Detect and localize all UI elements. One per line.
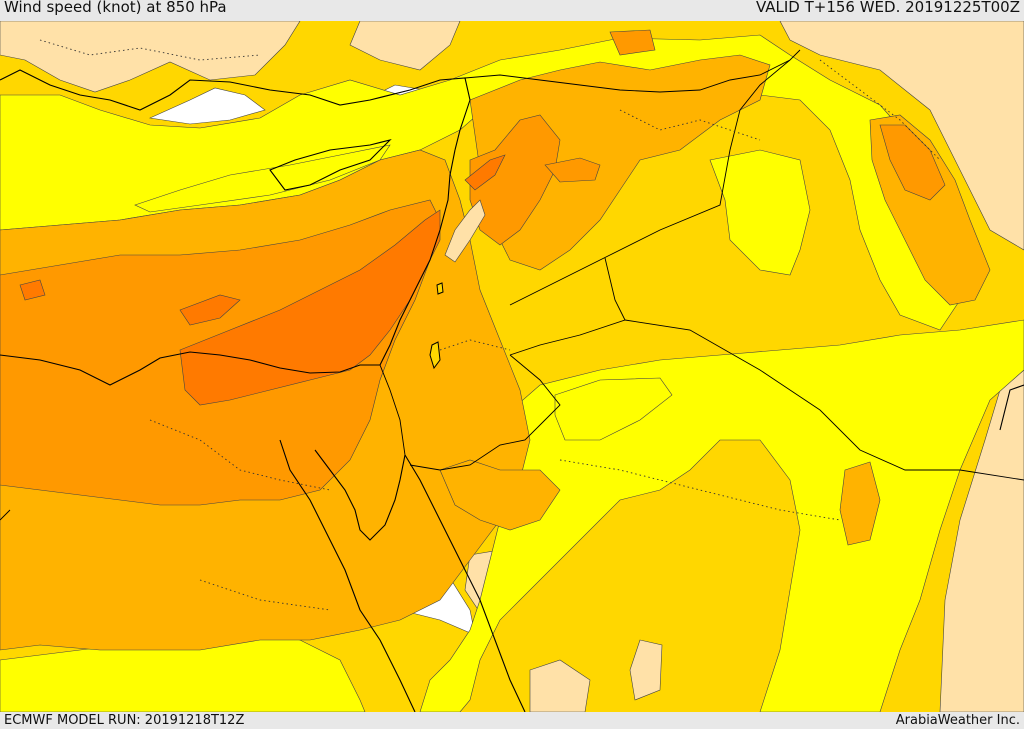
credit: ArabiaWeather Inc. <box>895 713 1020 728</box>
border-turkey-syria <box>464 49 801 93</box>
lake-dead-sea <box>429 341 441 370</box>
header-bar: Wind speed (knot) at 850 hPa VALID T+156… <box>0 0 1024 21</box>
border-egypt-libya <box>0 509 11 521</box>
coastline-gulf-aqaba <box>314 449 406 541</box>
border-jordan-saudi <box>409 354 561 471</box>
border-dotted-internal-1 <box>439 339 511 351</box>
band-20-25-east-corridor <box>469 54 771 271</box>
border-saudi-iraq <box>624 319 1024 481</box>
model-run: ECMWF MODEL RUN: 20191218T12Z <box>4 713 245 728</box>
band-25-30-east-patch <box>544 157 601 183</box>
band-10-15-ne-patch <box>709 149 811 276</box>
band-5-10-iraq-east <box>939 369 1024 712</box>
coastline-gulf-suez <box>279 439 416 712</box>
map-canvas <box>0 21 1024 712</box>
band-5-10-turkey <box>0 21 301 93</box>
band-30-35-mid-blob <box>179 294 241 326</box>
band-30-35-west-blob <box>19 279 46 301</box>
band-5-10-saudi-b <box>529 659 591 712</box>
coastline-egypt <box>0 351 380 386</box>
border-dotted-internal-3 <box>149 419 331 491</box>
band-5-10-northeast <box>779 21 1024 251</box>
band-5-10-saudi-c <box>629 639 663 701</box>
band-25-30-north-patch <box>609 29 656 56</box>
band-10-15-cyprus-area <box>134 144 391 213</box>
coastline-levant <box>379 149 456 366</box>
lake-galilee <box>436 282 444 295</box>
border-dotted-internal-2 <box>559 459 841 521</box>
band-5-10-north-small <box>349 21 461 71</box>
border-jordan-iraq <box>509 257 626 356</box>
footer-bar: ECMWF MODEL RUN: 20191218T12Z ArabiaWeat… <box>0 712 1024 729</box>
border-syria-iraq <box>509 59 791 306</box>
coastline-cyprus <box>269 138 392 191</box>
border-dotted-internal-7 <box>199 579 331 611</box>
band-30-35-levant-streak <box>464 154 506 191</box>
valid-time: VALID T+156 WED. 20191225T00Z <box>755 0 1020 16</box>
map-title: Wind speed (knot) at 850 hPa <box>4 0 227 16</box>
band-0-5-turkey-coast <box>148 87 266 125</box>
coastline-red-sea-east <box>404 454 526 712</box>
border-egypt-israel <box>379 364 406 456</box>
border-dotted-internal-4 <box>619 109 761 141</box>
band-20-25-iraq-small <box>839 461 881 546</box>
band-20-25-saudi-tongue <box>439 459 561 531</box>
band-lebanon-tongue <box>444 199 486 263</box>
band-10-15-jordan-patch <box>554 377 673 441</box>
coastline-gulf <box>999 384 1024 431</box>
